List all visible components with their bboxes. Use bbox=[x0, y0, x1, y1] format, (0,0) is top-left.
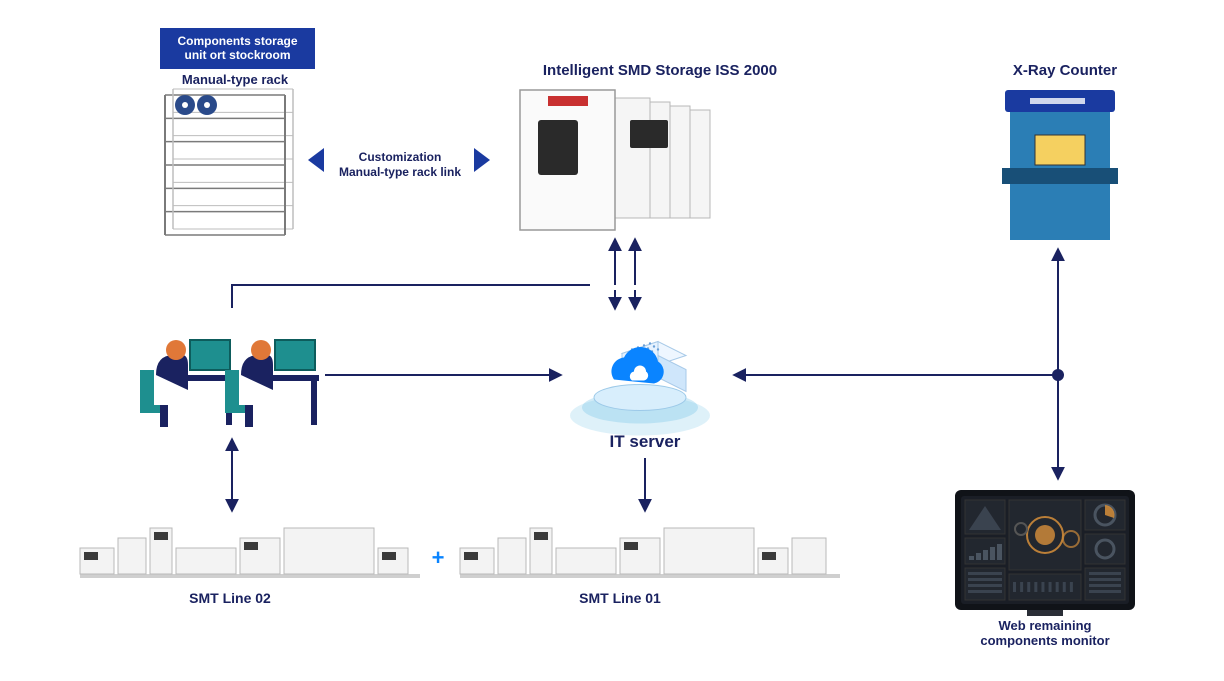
it-server-label: IT server bbox=[600, 432, 690, 452]
xray-label: X-Ray Counter bbox=[1000, 62, 1130, 79]
smt-line-01-icon bbox=[460, 528, 840, 578]
smt-line-02-label: SMT Line 02 bbox=[170, 590, 290, 606]
smt-line-02-icon bbox=[80, 528, 420, 578]
storage-badge: Components storage unit ort stockroom bbox=[160, 28, 315, 69]
badge-line1: Components storage bbox=[177, 34, 297, 48]
operators-icon bbox=[140, 340, 319, 427]
iss-cabinets-icon bbox=[520, 90, 710, 230]
diagram-canvas bbox=[0, 0, 1224, 681]
it-server-icon bbox=[570, 342, 710, 436]
badge-line2: unit ort stockroom bbox=[184, 48, 290, 62]
manual-rack-label: Manual-type rack bbox=[150, 72, 320, 87]
manual-rack-icon bbox=[165, 89, 293, 235]
xray-counter-icon bbox=[1002, 90, 1118, 240]
monitor-label: Web remaining components monitor bbox=[955, 618, 1135, 648]
plus-label: + bbox=[428, 545, 448, 571]
link-text-label: Customization Manual-type rack link bbox=[325, 150, 475, 180]
iss-label: Intelligent SMD Storage ISS 2000 bbox=[510, 62, 810, 79]
smt-line-01-label: SMT Line 01 bbox=[560, 590, 680, 606]
web-monitor-icon bbox=[955, 490, 1135, 616]
